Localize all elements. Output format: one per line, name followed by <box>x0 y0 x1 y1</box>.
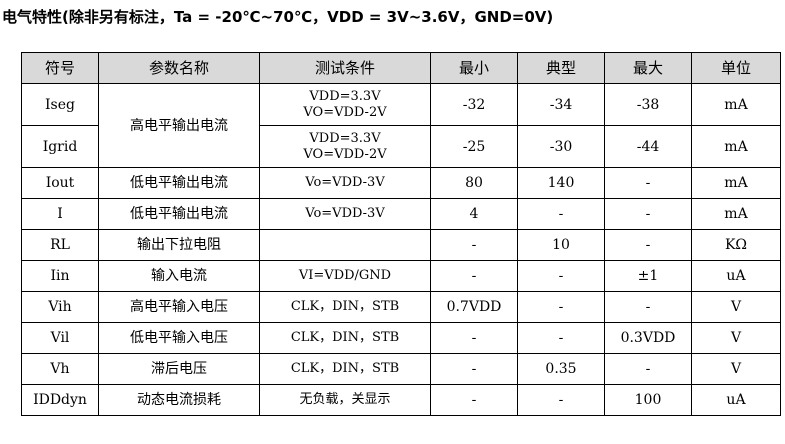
cell-min: -32 <box>430 83 518 126</box>
cell-test-condition: Vo=VDD-3V <box>259 198 431 230</box>
cell-max: - <box>604 229 692 261</box>
table-row: Iseg 高电平输出电流 VDD=3.3V VO=VDD-2V -32 -34 … <box>21 83 781 168</box>
cell-unit: mA <box>691 125 781 168</box>
cell-min: - <box>430 260 518 292</box>
cell-max: - <box>604 353 692 385</box>
cell-min: 80 <box>430 167 518 199</box>
table-header-row: 符号 参数名称 测试条件 最小 典型 最大 单位 <box>21 52 781 84</box>
cell-test-condition: VDD=3.3V VO=VDD-2V <box>259 125 431 168</box>
cell-typ: 0.35 <box>517 353 605 385</box>
cell-unit: V <box>691 291 781 323</box>
table-row: Igrid VDD=3.3V VO=VDD-2V -25 -30 -44 mA <box>21 125 781 168</box>
cell-max: -44 <box>604 125 692 168</box>
cell-unit: mA <box>691 198 781 230</box>
cell-test-condition <box>259 229 431 261</box>
table-row: Vh 滞后电压 CLK，DIN，STB - 0.35 - V <box>21 353 781 385</box>
cell-max: -38 <box>604 83 692 126</box>
cell-symbol: RL <box>21 229 99 261</box>
table-row: RL 输出下拉电阻 - 10 - KΩ <box>21 229 781 261</box>
cell-symbol: Igrid <box>21 125 99 168</box>
cell-max: - <box>604 291 692 323</box>
cell-symbol: I <box>21 198 99 230</box>
table-row: Iin 输入电流 VI=VDD/GND - - ±1 uA <box>21 260 781 292</box>
cell-test-condition: CLK，DIN，STB <box>259 322 431 354</box>
cell-parameter-name: 动态电流损耗 <box>98 384 260 416</box>
electrical-characteristics-table: 符号 参数名称 测试条件 最小 典型 最大 单位 Iseg 高电平输出电流 VD… <box>21 52 781 416</box>
cell-typ: 10 <box>517 229 605 261</box>
cell-symbol: Vil <box>21 322 99 354</box>
cell-unit: V <box>691 353 781 385</box>
cell-symbol: Iseg <box>21 83 99 126</box>
cell-max: ±1 <box>604 260 692 292</box>
cond-line: VDD=3.3V <box>309 130 381 146</box>
cell-test-condition: Vo=VDD-3V <box>259 167 431 199</box>
table-row: Vil 低电平输入电压 CLK，DIN，STB - - 0.3VDD V <box>21 322 781 354</box>
header-unit: 单位 <box>691 52 781 84</box>
cell-unit: uA <box>691 384 781 416</box>
cell-min: 0.7VDD <box>430 291 518 323</box>
table-row: Vih 高电平输入电压 CLK，DIN，STB 0.7VDD - - V <box>21 291 781 323</box>
cell-parameter-name: 低电平输出电流 <box>98 198 260 230</box>
table-row: IDDdyn 动态电流损耗 无负载，关显示 - - 100 uA <box>21 384 781 416</box>
cell-typ: -34 <box>517 83 605 126</box>
cell-parameter-name: 输出下拉电阻 <box>98 229 260 261</box>
cell-unit: KΩ <box>691 229 781 261</box>
cell-test-condition: 无负载，关显示 <box>259 384 431 416</box>
header-min: 最小 <box>430 52 518 84</box>
cell-min: -25 <box>430 125 518 168</box>
cell-test-condition: CLK，DIN，STB <box>259 291 431 323</box>
cell-symbol: IDDdyn <box>21 384 99 416</box>
cond-line: VO=VDD-2V <box>303 146 387 162</box>
page-title: 电气特性(除非另有标注，Ta = -20℃~70℃，VDD = 3V~3.6V，… <box>2 8 554 26</box>
cell-max: 0.3VDD <box>604 322 692 354</box>
cell-unit: mA <box>691 167 781 199</box>
table-row: Iout 低电平输出电流 Vo=VDD-3V 80 140 - mA <box>21 167 781 199</box>
cell-typ: - <box>517 291 605 323</box>
cell-parameter-name: 低电平输入电压 <box>98 322 260 354</box>
cond-line: VDD=3.3V <box>309 88 381 104</box>
cell-parameter-name: 高电平输入电压 <box>98 291 260 323</box>
cell-parameter-name: 高电平输出电流 <box>98 83 260 168</box>
cell-typ: - <box>517 384 605 416</box>
header-symbol: 符号 <box>21 52 99 84</box>
cell-max: 100 <box>604 384 692 416</box>
cell-parameter-name: 滞后电压 <box>98 353 260 385</box>
cell-typ: 140 <box>517 167 605 199</box>
cell-max: - <box>604 198 692 230</box>
header-parameter-name: 参数名称 <box>98 52 260 84</box>
cell-min: - <box>430 229 518 261</box>
cell-test-condition: VDD=3.3V VO=VDD-2V <box>259 83 431 126</box>
cell-unit: uA <box>691 260 781 292</box>
cell-typ: - <box>517 198 605 230</box>
cell-parameter-name: 输入电流 <box>98 260 260 292</box>
cell-symbol: Vih <box>21 291 99 323</box>
header-max: 最大 <box>604 52 692 84</box>
cell-unit: V <box>691 322 781 354</box>
cell-max: - <box>604 167 692 199</box>
cell-typ: - <box>517 260 605 292</box>
cell-unit: mA <box>691 83 781 126</box>
cell-typ: -30 <box>517 125 605 168</box>
header-test-condition: 测试条件 <box>259 52 431 84</box>
header-typ: 典型 <box>517 52 605 84</box>
cell-typ: - <box>517 322 605 354</box>
cell-min: - <box>430 384 518 416</box>
cell-test-condition: VI=VDD/GND <box>259 260 431 292</box>
cell-test-condition: CLK，DIN，STB <box>259 353 431 385</box>
cell-parameter-name: 低电平输出电流 <box>98 167 260 199</box>
cell-min: - <box>430 353 518 385</box>
cond-line: VO=VDD-2V <box>303 104 387 120</box>
cell-min: - <box>430 322 518 354</box>
cell-symbol: Vh <box>21 353 99 385</box>
cell-symbol: Iin <box>21 260 99 292</box>
cell-symbol: Iout <box>21 167 99 199</box>
cell-min: 4 <box>430 198 518 230</box>
table-row: I 低电平输出电流 Vo=VDD-3V 4 - - mA <box>21 198 781 230</box>
